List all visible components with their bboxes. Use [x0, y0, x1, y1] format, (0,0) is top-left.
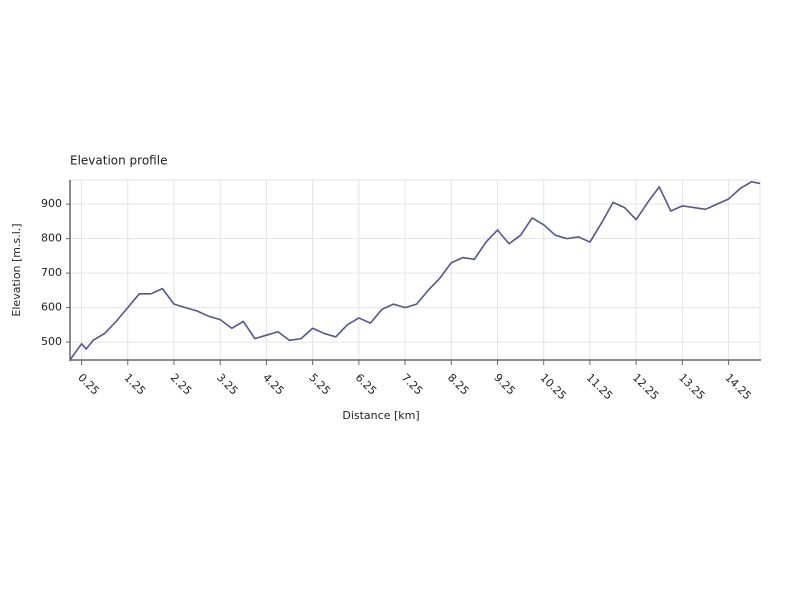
x-tick-label: 6.25 [353, 371, 380, 398]
x-tick-label: 2.25 [168, 371, 195, 398]
y-tick-label: 900 [41, 197, 62, 210]
x-tick-label: 8.25 [445, 371, 472, 398]
x-tick-label: 4.25 [260, 371, 287, 398]
x-tick-label: 3.25 [214, 371, 241, 398]
x-tick-label: 13.25 [676, 371, 707, 402]
x-tick-label: 10.25 [537, 371, 568, 402]
x-axis-label: Distance [km] [342, 409, 419, 422]
y-tick-label: 500 [41, 335, 62, 348]
x-tick-label: 1.25 [122, 371, 149, 398]
y-tick-label: 600 [41, 301, 62, 314]
x-tick-label: 11.25 [584, 371, 615, 402]
elevation-line [69, 180, 761, 361]
x-tick-label: 12.25 [630, 371, 661, 402]
x-tick-label: 9.25 [491, 371, 518, 398]
y-tick-label: 800 [41, 232, 62, 245]
grid [69, 179, 761, 361]
y-tick-label: 700 [41, 266, 62, 279]
y-axis-label: Elevation [m.s.l.] [10, 223, 23, 316]
plot [69, 180, 761, 361]
x-tick-label: 5.25 [306, 371, 333, 398]
x-tick-label: 0.25 [75, 371, 102, 398]
chart-title: Elevation profile [70, 154, 167, 168]
x-tick-label: 14.25 [722, 371, 753, 402]
x-tick-label: 7.25 [399, 371, 426, 398]
